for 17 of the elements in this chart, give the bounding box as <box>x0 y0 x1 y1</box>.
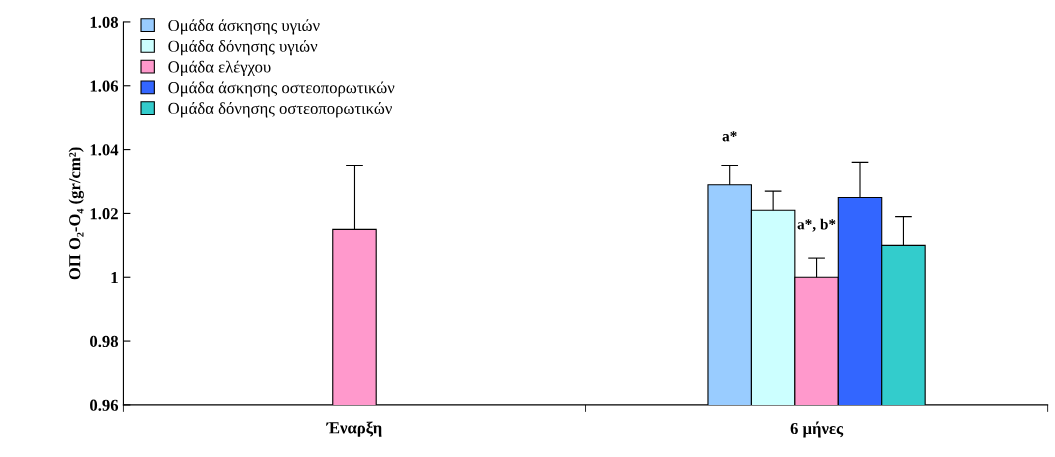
legend-label: Ομάδα ελέγχου <box>168 60 271 76</box>
x-tick-label: 6 μήνες <box>790 421 844 438</box>
annotation: a*, b* <box>797 218 836 232</box>
legend-label: Ομάδα δόνησης οστεοπορωτικών <box>168 102 392 118</box>
y-axis-title: ΟΠ O₂-O₄ (gr/cm²) <box>68 147 84 280</box>
legend-label: Ομάδα άσκησης υγιών <box>168 19 320 35</box>
y-tick-label: 1.02 <box>90 208 118 220</box>
legend-label: Ομάδα δόνησης υγιών <box>168 39 318 56</box>
legend-label: Ομάδα άσκησης οστεοπορωτικών <box>168 81 395 97</box>
y-tick-label: 0.98 <box>90 335 119 348</box>
y-tick-label: 1.06 <box>90 80 119 92</box>
y-tick-label: 1.04 <box>90 144 119 156</box>
annotation: a* <box>722 131 737 142</box>
x-tick-label: Έναρξη <box>326 421 382 437</box>
y-tick-label: 0.96 <box>90 399 119 411</box>
y-tick-label: 1.08 <box>90 16 119 28</box>
y-tick-label: 1 <box>111 272 118 284</box>
